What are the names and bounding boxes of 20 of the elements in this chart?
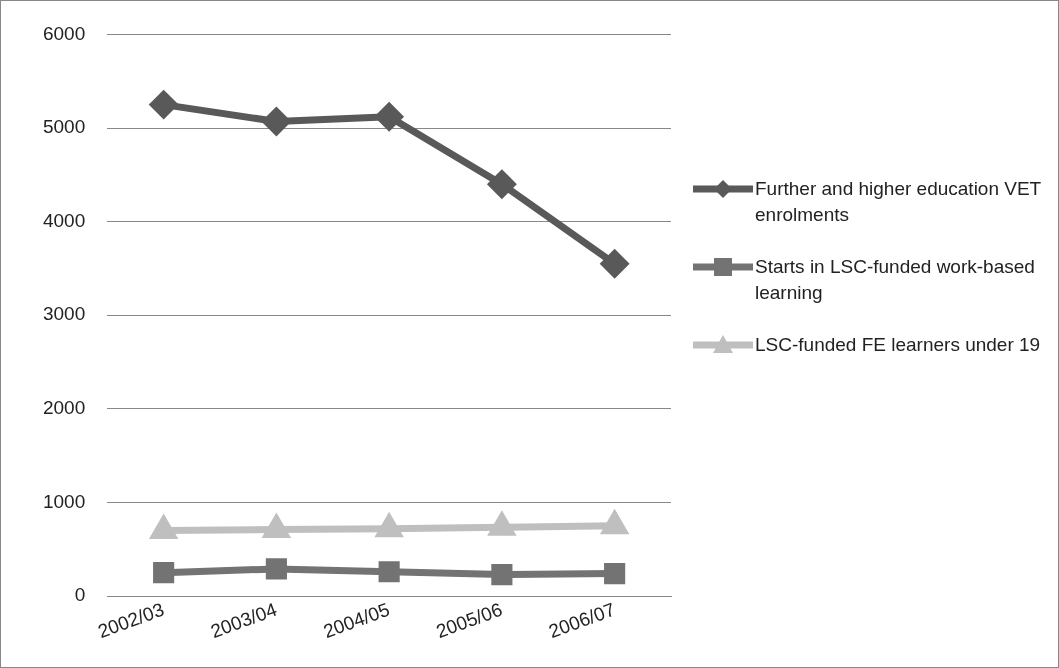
y-tick-label: 1000 bbox=[42, 490, 86, 512]
y-tick-label: 2000 bbox=[42, 397, 86, 419]
point bbox=[262, 107, 290, 135]
legend-label: Starts in LSC-funded work-based learning bbox=[755, 255, 1036, 305]
legend-label: Further and higher education VET enrolments bbox=[755, 177, 1042, 227]
legend-label: LSC-funded FE learners under 19 bbox=[755, 333, 1041, 357]
y-tick-label: 0 bbox=[74, 584, 86, 606]
y-tick-label: 5000 bbox=[42, 116, 86, 138]
point bbox=[150, 91, 178, 119]
point bbox=[601, 250, 629, 278]
y-tick-label: 3000 bbox=[42, 303, 86, 325]
point bbox=[604, 563, 626, 585]
point bbox=[375, 103, 403, 131]
point bbox=[265, 558, 287, 580]
y-tick-label: 4000 bbox=[42, 209, 86, 231]
y-tick-label: 6000 bbox=[42, 22, 86, 44]
point bbox=[488, 170, 516, 198]
point bbox=[153, 562, 175, 584]
point bbox=[491, 563, 513, 586]
point bbox=[378, 561, 400, 583]
